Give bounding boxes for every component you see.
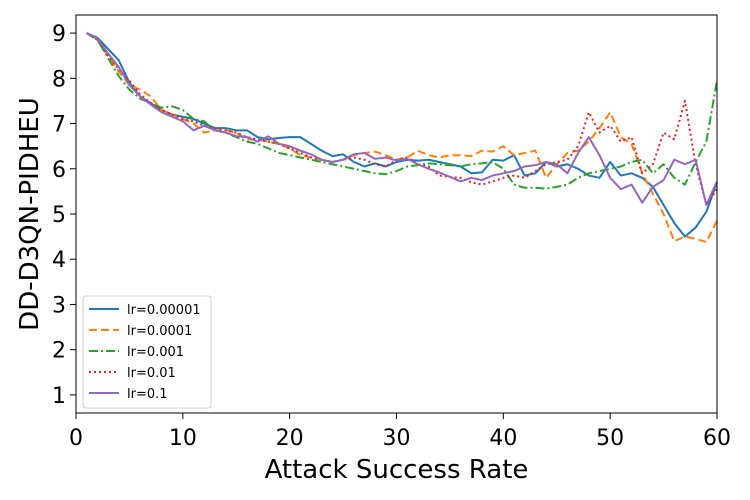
y-tick-label: 6 [52,158,66,183]
series-line-4 [86,32,718,206]
legend-box [82,295,212,409]
y-tick-label: 2 [52,339,66,364]
series-line-3 [86,32,718,190]
legend: lr=0.00001 lr=0.0001 lr=0.001 lr=0.01 lr=0.1 [82,295,212,409]
legend-entry-label: lr=0.001 [127,345,184,360]
y-tick-label: 4 [52,248,66,273]
legend-entry-label: lr=0.01 [127,366,176,381]
y-tick-label: 1 [52,384,66,409]
y-tick-label: 9 [52,22,66,47]
x-tick-label: 50 [596,426,624,451]
x-tick-label: 0 [69,426,83,451]
y-tick-label: 7 [52,113,66,138]
x-axis-label: Attack Success Rate [265,455,529,485]
x-tick-label: 60 [703,426,731,451]
y-tick-label: 3 [52,293,66,318]
legend-entry-label: lr=0.00001 [127,303,201,318]
y-tick-label: 5 [52,203,66,228]
series-line-1 [86,32,718,238]
series-line-2 [86,32,718,244]
x-axis-ticks: 0 10 20 30 40 50 60 [69,413,731,451]
y-tick-label: 8 [52,67,66,92]
x-tick-label: 10 [169,426,197,451]
y-axis-ticks: 1 2 3 4 5 6 7 8 9 [52,22,76,409]
y-axis-label: DD-D3QN-PIDHEU [15,97,45,331]
legend-entry-label: lr=0.0001 [127,324,192,339]
x-tick-label: 20 [276,426,304,451]
x-tick-label: 40 [489,426,517,451]
series-line-5 [86,32,718,206]
x-tick-label: 30 [383,426,411,451]
legend-entry-label: lr=0.1 [127,387,168,402]
series-layer [86,32,718,244]
